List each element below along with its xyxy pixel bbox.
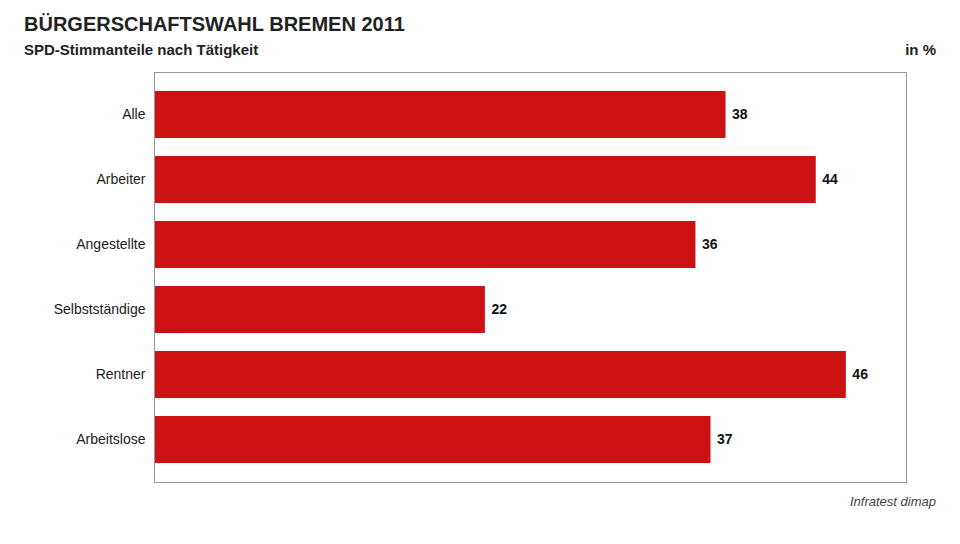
html-text:BÜRGERSCHAFTSWAHL BREMEN 2011: BÜRGERSCHAFTSWAHL BREMEN 2011: [24, 13, 405, 35]
svg-text:Rentner: Rentner: [96, 366, 146, 382]
svg-text:Alle: Alle: [122, 106, 146, 122]
svg-text:22: 22: [491, 301, 507, 317]
svg-text:38: 38: [732, 106, 748, 122]
svg-text:Angestellte: Angestellte: [76, 236, 145, 252]
svg-text:36: 36: [702, 236, 718, 252]
svg-text:Arbeiter: Arbeiter: [96, 171, 145, 187]
html-text:SPD-Stimmanteile nach Tätigkei: SPD-Stimmanteile nach Tätigkeit: [24, 41, 259, 58]
svg-text:Selbstständige: Selbstständige: [54, 301, 146, 317]
html-text:in %: in %: [905, 41, 936, 58]
svg-text:46: 46: [852, 366, 868, 382]
svg-text:37: 37: [717, 431, 733, 447]
svg-text:44: 44: [822, 171, 838, 187]
svg-text:Arbeitslose: Arbeitslose: [76, 431, 145, 447]
html-text:Infratest dimap: Infratest dimap: [850, 494, 936, 509]
